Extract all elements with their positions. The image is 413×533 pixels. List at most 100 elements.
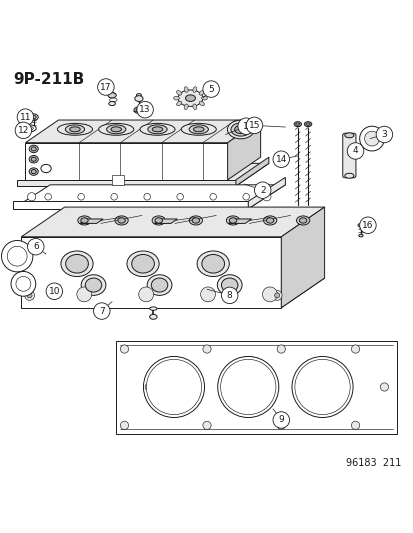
Text: 96183  211: 96183 211 xyxy=(345,458,400,468)
Ellipse shape xyxy=(202,254,224,273)
Circle shape xyxy=(146,359,201,415)
Ellipse shape xyxy=(149,307,157,310)
Circle shape xyxy=(272,411,289,428)
Circle shape xyxy=(77,287,91,302)
Circle shape xyxy=(78,193,84,200)
Circle shape xyxy=(276,345,285,353)
Ellipse shape xyxy=(81,218,88,223)
Polygon shape xyxy=(280,207,324,308)
Ellipse shape xyxy=(151,278,167,292)
Circle shape xyxy=(11,271,36,296)
Circle shape xyxy=(144,193,150,200)
Text: 4: 4 xyxy=(352,147,358,156)
Circle shape xyxy=(7,246,27,266)
Circle shape xyxy=(24,290,34,300)
Text: 15: 15 xyxy=(248,121,260,130)
Circle shape xyxy=(237,118,254,134)
Circle shape xyxy=(221,287,237,304)
Circle shape xyxy=(93,303,110,319)
Ellipse shape xyxy=(149,314,157,319)
Ellipse shape xyxy=(266,218,273,223)
Circle shape xyxy=(45,193,51,200)
Circle shape xyxy=(246,117,262,134)
Ellipse shape xyxy=(109,101,115,106)
Ellipse shape xyxy=(189,216,202,225)
Text: 16: 16 xyxy=(361,221,373,230)
Circle shape xyxy=(217,357,278,417)
Circle shape xyxy=(46,283,62,300)
Ellipse shape xyxy=(108,93,116,98)
Ellipse shape xyxy=(229,218,236,223)
Circle shape xyxy=(200,287,215,302)
Circle shape xyxy=(262,287,277,302)
Ellipse shape xyxy=(127,251,159,277)
Circle shape xyxy=(202,345,211,353)
Ellipse shape xyxy=(176,101,181,106)
Circle shape xyxy=(202,421,211,430)
Circle shape xyxy=(17,109,33,125)
Ellipse shape xyxy=(304,122,311,127)
Polygon shape xyxy=(25,143,227,180)
Ellipse shape xyxy=(193,127,204,132)
Circle shape xyxy=(27,192,36,201)
Ellipse shape xyxy=(295,123,299,125)
Ellipse shape xyxy=(227,120,254,139)
Ellipse shape xyxy=(135,96,143,101)
Circle shape xyxy=(111,193,117,200)
Polygon shape xyxy=(13,201,248,209)
Ellipse shape xyxy=(184,104,188,110)
Polygon shape xyxy=(80,219,103,223)
Ellipse shape xyxy=(115,216,128,225)
Ellipse shape xyxy=(85,278,102,292)
Circle shape xyxy=(220,359,275,415)
Ellipse shape xyxy=(184,87,188,92)
Ellipse shape xyxy=(136,94,141,97)
Polygon shape xyxy=(227,120,260,180)
Ellipse shape xyxy=(81,274,106,295)
Ellipse shape xyxy=(78,216,91,225)
Circle shape xyxy=(137,101,153,118)
Ellipse shape xyxy=(197,251,229,277)
Ellipse shape xyxy=(31,157,36,161)
Text: 5: 5 xyxy=(208,85,214,94)
Circle shape xyxy=(2,240,33,272)
Ellipse shape xyxy=(140,123,175,135)
Circle shape xyxy=(276,421,285,430)
Bar xyxy=(112,175,124,185)
Ellipse shape xyxy=(181,123,216,135)
Ellipse shape xyxy=(31,169,36,174)
Circle shape xyxy=(351,345,359,353)
Circle shape xyxy=(347,143,363,159)
Ellipse shape xyxy=(344,133,353,138)
Ellipse shape xyxy=(178,90,202,107)
Circle shape xyxy=(254,182,270,198)
Ellipse shape xyxy=(176,91,181,95)
Ellipse shape xyxy=(296,216,309,225)
Circle shape xyxy=(291,357,352,417)
Polygon shape xyxy=(116,341,396,434)
Circle shape xyxy=(274,293,279,298)
Circle shape xyxy=(120,345,128,353)
Ellipse shape xyxy=(29,114,38,120)
Ellipse shape xyxy=(192,104,196,110)
Circle shape xyxy=(27,238,44,255)
Circle shape xyxy=(145,383,153,391)
Circle shape xyxy=(380,383,388,391)
Ellipse shape xyxy=(57,123,92,135)
Ellipse shape xyxy=(357,223,363,227)
Ellipse shape xyxy=(131,254,154,273)
Ellipse shape xyxy=(299,218,306,223)
Circle shape xyxy=(375,126,392,143)
Text: 1: 1 xyxy=(243,122,249,131)
Text: 3: 3 xyxy=(381,130,387,139)
Ellipse shape xyxy=(65,125,84,134)
Ellipse shape xyxy=(152,127,162,132)
Circle shape xyxy=(209,193,216,200)
Ellipse shape xyxy=(147,274,171,295)
Ellipse shape xyxy=(154,218,162,223)
Circle shape xyxy=(351,421,359,430)
Circle shape xyxy=(16,277,31,291)
Ellipse shape xyxy=(173,96,179,100)
Ellipse shape xyxy=(29,156,38,163)
Polygon shape xyxy=(13,185,285,209)
